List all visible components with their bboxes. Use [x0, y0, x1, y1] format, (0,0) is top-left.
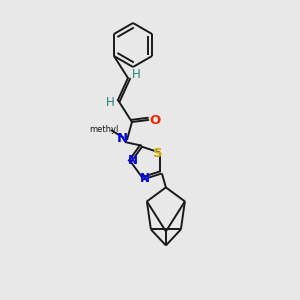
Text: N: N	[116, 133, 128, 146]
Text: methyl: methyl	[89, 124, 118, 134]
Text: S: S	[153, 147, 163, 160]
Text: H: H	[132, 68, 140, 82]
Text: H: H	[106, 97, 114, 110]
Text: O: O	[149, 113, 161, 127]
Text: N: N	[128, 154, 138, 167]
Text: N: N	[140, 172, 150, 185]
